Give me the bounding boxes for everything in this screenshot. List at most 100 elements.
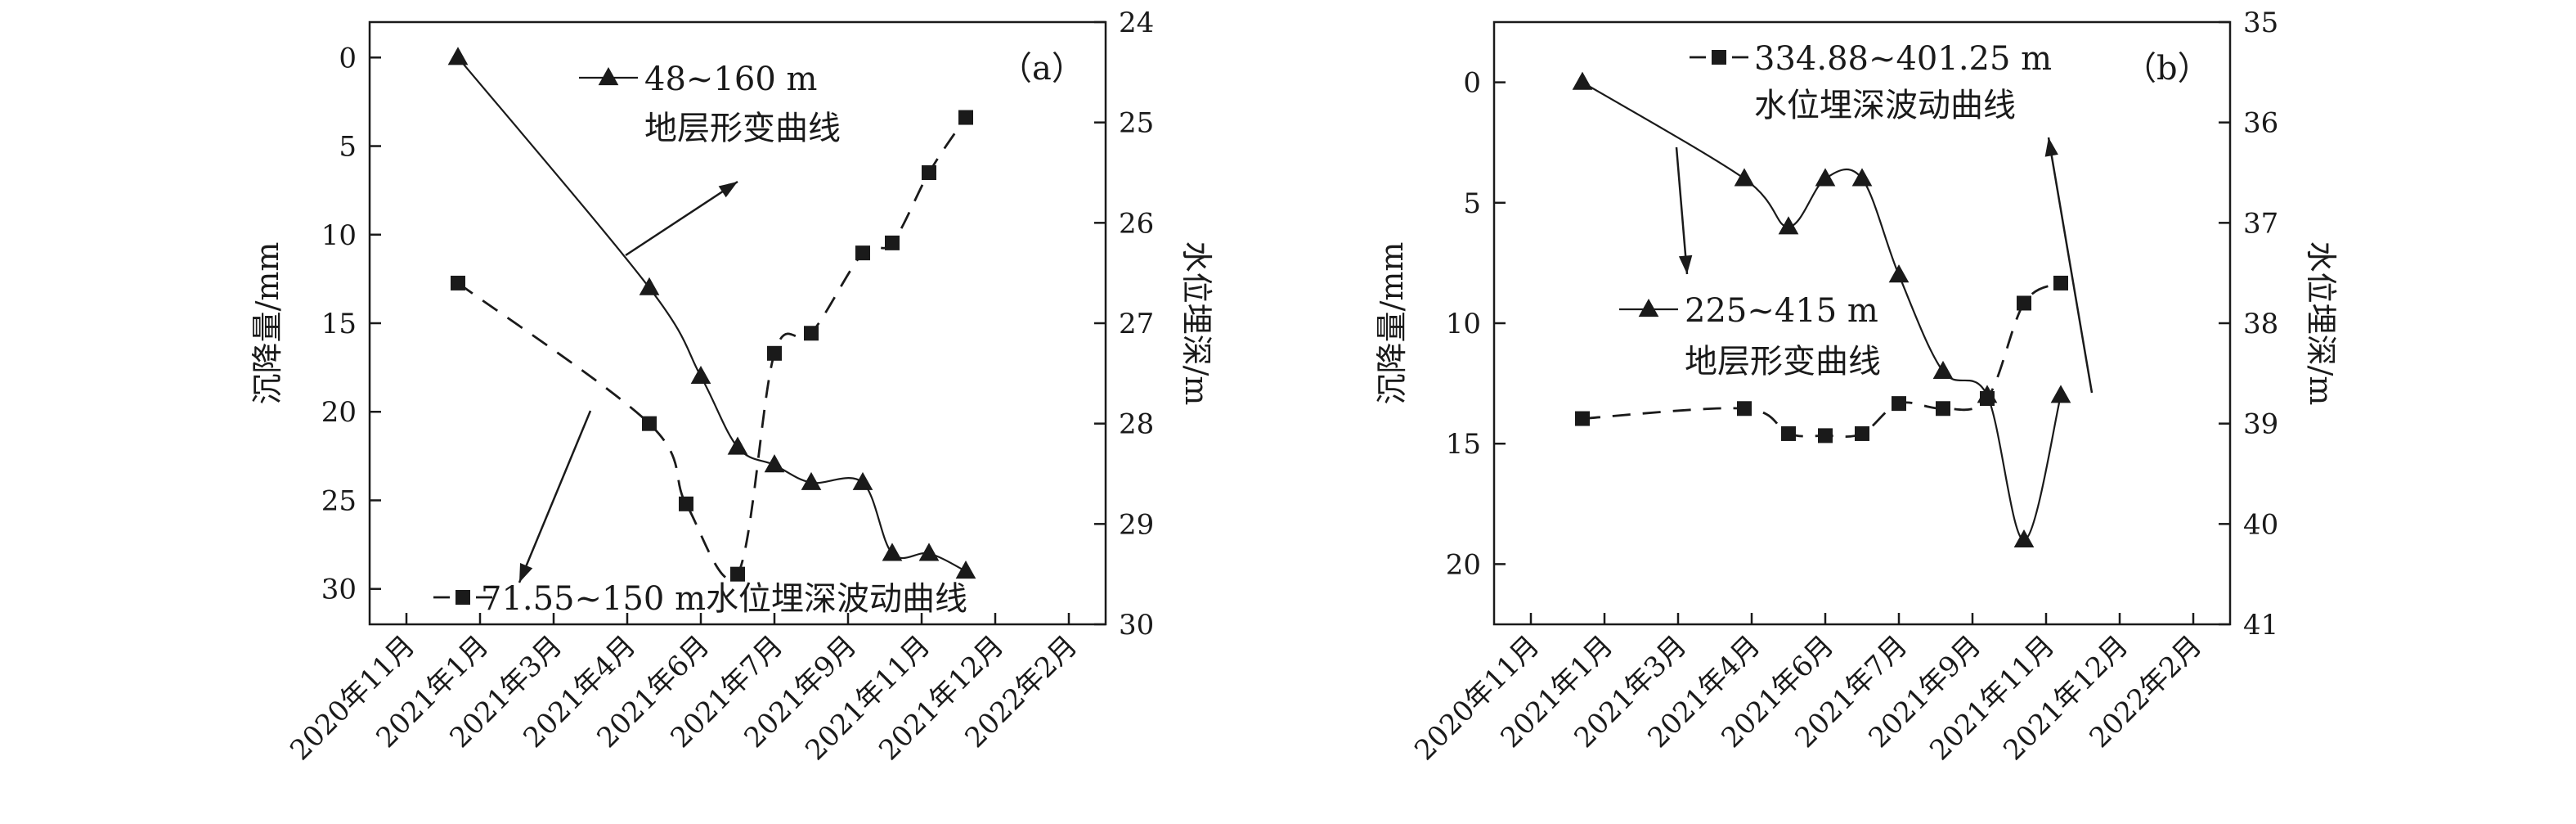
series-name-line: 地层形变曲线 <box>1685 343 1881 380</box>
triangle-point <box>1815 168 1836 187</box>
series-name: 48~160 m 地层形变曲线 <box>644 61 841 147</box>
left-tick-label: 20 <box>1446 548 1481 581</box>
right-tick-label: 29 <box>1119 508 1154 541</box>
square-point <box>1737 401 1752 417</box>
series-line-0 <box>1582 81 2062 542</box>
square-point <box>855 245 870 261</box>
panel-label: （b） <box>2124 50 2210 88</box>
panel-b: 05101520353637383940412020年11月2021年1月202… <box>1374 7 2339 767</box>
triangle-point <box>1572 71 1593 90</box>
triangle-point <box>1888 264 1910 283</box>
left-tick-label: 15 <box>1446 428 1481 461</box>
legend-square-marker <box>456 590 470 605</box>
left-tick-label: 10 <box>321 219 357 252</box>
left-tick-label: 25 <box>321 484 357 517</box>
square-point <box>922 165 936 180</box>
right-tick-label: 40 <box>2243 508 2278 541</box>
legend-triangle-marker <box>598 67 619 86</box>
y2-axis-label: 水位埋深/m <box>2303 241 2339 406</box>
square-point <box>730 566 745 582</box>
square-point <box>958 110 973 125</box>
legend-swatch <box>433 590 492 605</box>
right-tick-label: 41 <box>2243 609 2278 642</box>
square-point <box>1575 411 1590 426</box>
triangle-point <box>1778 216 1799 235</box>
pointer-arrow-1-head <box>2044 137 2058 157</box>
legend-triangle-marker <box>1638 299 1659 317</box>
series-name: 71.55~150 m水位埋深波动曲线 <box>481 580 967 618</box>
square-point <box>1980 391 1995 406</box>
square-point <box>679 496 693 511</box>
series-name-line: 地层形变曲线 <box>644 110 841 147</box>
square-point <box>885 235 900 250</box>
left-tick-label: 5 <box>339 131 357 164</box>
panel-label: （a） <box>999 50 1084 88</box>
right-tick-label: 38 <box>2243 308 2278 340</box>
pointer-arrow-0-shaft <box>625 180 738 257</box>
series-name-line: 48~160 m <box>644 61 817 98</box>
right-tick-label: 30 <box>1119 609 1154 642</box>
triangle-point <box>918 543 940 561</box>
triangle-point <box>852 471 873 490</box>
right-tick-label: 28 <box>1119 408 1154 441</box>
triangle-point <box>727 436 748 455</box>
triangle-point <box>764 454 785 473</box>
square-point <box>2017 295 2031 311</box>
left-tick-label: 15 <box>321 308 357 340</box>
series-line-1 <box>457 116 967 581</box>
right-tick-label: 35 <box>2243 7 2278 39</box>
series-name: 334.88~401.25 m 水位埋深波动曲线 <box>1754 40 2052 124</box>
right-tick-label: 37 <box>2243 207 2278 240</box>
left-tick-label: 0 <box>1463 67 1481 100</box>
pointer-arrow-0-head <box>1678 254 1693 274</box>
triangle-point <box>2013 529 2035 548</box>
right-tick-label: 26 <box>1119 207 1154 240</box>
series-name-line: 334.88~401.25 m <box>1754 40 2052 78</box>
square-point <box>2053 275 2068 290</box>
right-tick-label: 24 <box>1119 7 1154 39</box>
triangle-point <box>1932 360 1954 379</box>
triangle-point <box>955 561 976 579</box>
pointer-arrow-0-shaft <box>1675 146 1689 275</box>
series-name-line: 225~415 m <box>1685 292 1878 330</box>
left-tick-label: 30 <box>321 574 357 606</box>
pointer-arrow-1-shaft <box>518 410 592 583</box>
triangle-point <box>639 277 660 295</box>
pointer-arrow-1-shaft <box>2047 137 2094 394</box>
triangle-point <box>2050 385 2071 403</box>
square-point <box>1781 426 1796 441</box>
right-tick-label: 25 <box>1119 107 1154 140</box>
series-name-line: 71.55~150 m水位埋深波动曲线 <box>481 580 967 618</box>
triangle-point <box>801 471 822 490</box>
legend-swatch <box>1619 299 1678 317</box>
y2-axis-label: 水位埋深/m <box>1178 241 1214 406</box>
square-point <box>804 326 819 341</box>
y-axis-label: 沉降量/mm <box>249 242 285 405</box>
square-point <box>767 345 782 361</box>
right-tick-label: 27 <box>1119 308 1154 340</box>
triangle-point <box>1851 168 1873 187</box>
legend-swatch <box>1690 50 1748 65</box>
pointer-arrow-1-head <box>519 563 533 583</box>
triangle-point <box>690 365 711 385</box>
left-tick-label: 0 <box>339 42 357 74</box>
legend-square-marker <box>1712 50 1726 65</box>
left-tick-label: 10 <box>1446 308 1481 340</box>
square-point <box>451 275 465 290</box>
pointer-arrow-0-head <box>718 182 738 198</box>
square-point <box>1936 401 1950 417</box>
left-tick-label: 5 <box>1463 187 1481 220</box>
square-point <box>642 416 657 431</box>
left-tick-label: 20 <box>321 396 357 429</box>
triangle-point <box>882 543 903 561</box>
panel-a: 051015202530242526272829302020年11月2021年1… <box>249 7 1214 767</box>
right-tick-label: 39 <box>2243 408 2278 441</box>
square-point <box>1855 426 1869 441</box>
triangle-point <box>447 47 469 65</box>
series-name-line: 水位埋深波动曲线 <box>1754 87 2016 124</box>
series-name: 225~415 m 地层形变曲线 <box>1685 292 1881 380</box>
legend-swatch <box>579 67 638 86</box>
y-axis-label: 沉降量/mm <box>1374 242 1410 405</box>
